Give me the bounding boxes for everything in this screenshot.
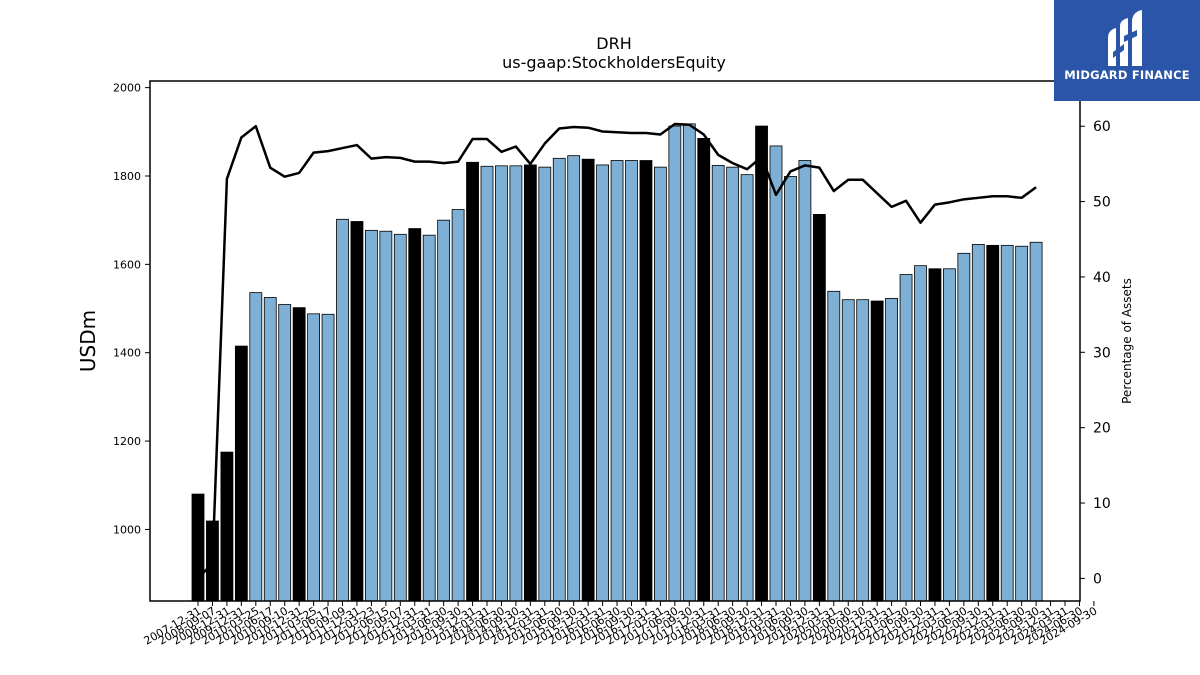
bar [639,160,653,602]
y-tick-label: 1200 [113,435,141,448]
bar [437,219,451,602]
bar [682,123,696,602]
bar [249,292,263,602]
y-tick-label: 1800 [113,170,141,183]
midgard-logo-icon [1108,10,1142,66]
y-axis-label: USDm [76,310,100,372]
bar [827,290,841,602]
bar [220,451,234,602]
bar [422,234,436,602]
midgard-finance-logo: MIDGARD FINANCE [1054,0,1200,101]
bar [740,174,754,602]
bar [726,166,740,602]
bar [841,299,855,602]
y2-tick-label: 50 [1093,195,1111,211]
bar [321,313,335,602]
bar [307,313,321,602]
bar [610,160,624,602]
bar [885,297,898,602]
bar [278,304,292,602]
y2-tick-label: 30 [1093,345,1111,361]
bar [480,165,494,602]
y2-tick-label: 10 [1093,496,1111,512]
bar [191,493,205,602]
bar [928,268,942,602]
bar [350,221,364,602]
logo-text: MIDGARD FINANCE [1064,68,1190,82]
bar [668,125,682,602]
bar [596,164,609,602]
bar [552,157,566,602]
bar [263,297,277,602]
bar [711,164,725,602]
y-tick-label: 2000 [113,82,141,95]
bar [1015,245,1029,602]
y2-tick-label: 60 [1093,119,1111,135]
bar [393,233,407,602]
bar [466,161,479,602]
chart-subtitle: us-gaap:StockholdersEquity [502,53,726,72]
bar [899,274,913,602]
y-tick-label: 1400 [113,347,141,360]
bar [292,307,306,602]
bar [336,218,349,602]
chart-title: DRH [596,34,631,53]
y-tick-label: 1600 [113,258,141,271]
bar [581,158,595,602]
y2-tick-label: 40 [1093,270,1111,286]
bar [784,176,797,602]
bar [769,145,783,602]
y2-tick-label: 20 [1093,421,1111,437]
bar [451,209,465,602]
bar [856,299,870,602]
bar [1000,244,1014,602]
bar [538,166,552,602]
bar [379,230,393,602]
bar [1029,241,1043,602]
bar [755,125,768,602]
bar [495,165,508,602]
bar [523,164,537,602]
bar [234,345,248,602]
bar [697,138,711,602]
bar [625,160,638,602]
plot-frame [149,80,1081,602]
percentage-line [197,122,1037,580]
bar [870,300,884,602]
bar [654,166,667,602]
bar [957,252,971,602]
bar [408,228,422,602]
bar [567,155,581,602]
bar [798,160,812,602]
y2-axis-label: Percentage of Assets [1120,278,1134,404]
bar [971,244,985,602]
bar [509,165,523,602]
y2-tick-label: 0 [1093,571,1102,587]
bar [812,214,826,602]
bar [943,268,956,602]
bar [364,229,378,602]
bar [914,265,927,602]
bar [986,244,1000,602]
y-tick-label: 1000 [113,523,141,536]
